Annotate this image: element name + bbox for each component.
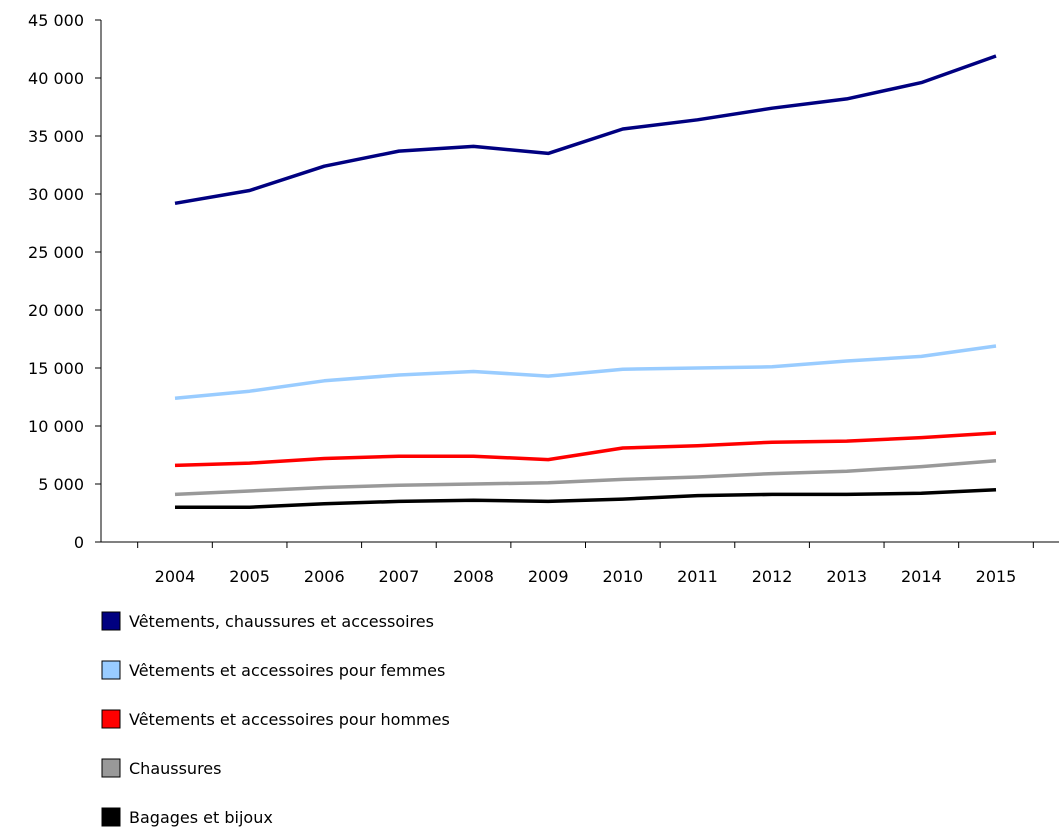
y-tick-label: 30 000 <box>28 185 84 204</box>
legend-label: Chaussures <box>129 759 221 778</box>
legend: Vêtements, chaussures et accessoires Vête… <box>101 611 450 827</box>
y-tick-label: 0 <box>74 533 84 552</box>
legend-swatch <box>101 758 121 778</box>
y-tick-label: 40 000 <box>28 69 84 88</box>
y-tick-label: 35 000 <box>28 127 84 146</box>
legend-label: Bagages et bijoux <box>129 808 273 827</box>
legend-item: Vêtements et accessoires pour hommes <box>101 709 450 729</box>
legend-item: Bagages et bijoux <box>101 807 273 827</box>
legend-item: Chaussures <box>101 758 221 778</box>
x-tick-label: 2015 <box>976 567 1017 586</box>
series-line-4 <box>174 459 997 497</box>
y-tick-label: 15 000 <box>28 359 84 378</box>
legend-item: Vêtements, chaussures et accessoires <box>101 611 434 631</box>
x-tick-label: 2009 <box>528 567 569 586</box>
series-lines <box>174 54 997 509</box>
series-line-3 <box>174 431 997 468</box>
x-tick-label: 2005 <box>229 567 270 586</box>
x-tick-label: 2004 <box>155 567 196 586</box>
legend-label: Vêtements et accessoires pour hommes <box>129 710 450 729</box>
y-tick-label: 45 000 <box>28 11 84 30</box>
x-tick-label: 2013 <box>826 567 867 586</box>
legend-swatch <box>101 807 121 827</box>
y-tick-label: 5 000 <box>38 475 84 494</box>
legend-label: Vêtements, chaussures et accessoires <box>129 612 434 631</box>
legend-swatch <box>101 660 121 680</box>
y-tick-label: 25 000 <box>28 243 84 262</box>
legend-label: Vêtements et accessoires pour femmes <box>129 661 445 680</box>
x-tick-label: 2014 <box>901 567 942 586</box>
x-axis: 2004 2005 2006 2007 2008 2009 2010 2011 2012 2013… <box>101 541 1059 586</box>
x-tick-label: 2007 <box>379 567 420 586</box>
legend-swatch <box>101 611 121 631</box>
x-tick-label: 2008 <box>453 567 494 586</box>
y-tick-label: 20 000 <box>28 301 84 320</box>
x-tick-label: 2010 <box>602 567 643 586</box>
legend-item: Vêtements et accessoires pour femmes <box>101 660 445 680</box>
series-line-5 <box>175 488 997 509</box>
x-tick-label: 2012 <box>752 567 793 586</box>
x-tick-label: 2011 <box>677 567 718 586</box>
series-line-2 <box>174 344 997 400</box>
x-tick-label: 2006 <box>304 567 345 586</box>
y-axis: 0 5 000 10 000 15 000 20 000 25 000 30 000 35 0… <box>28 11 102 552</box>
legend-swatch <box>101 709 121 729</box>
y-tick-label: 10 000 <box>28 417 84 436</box>
series-line-1 <box>174 54 997 206</box>
